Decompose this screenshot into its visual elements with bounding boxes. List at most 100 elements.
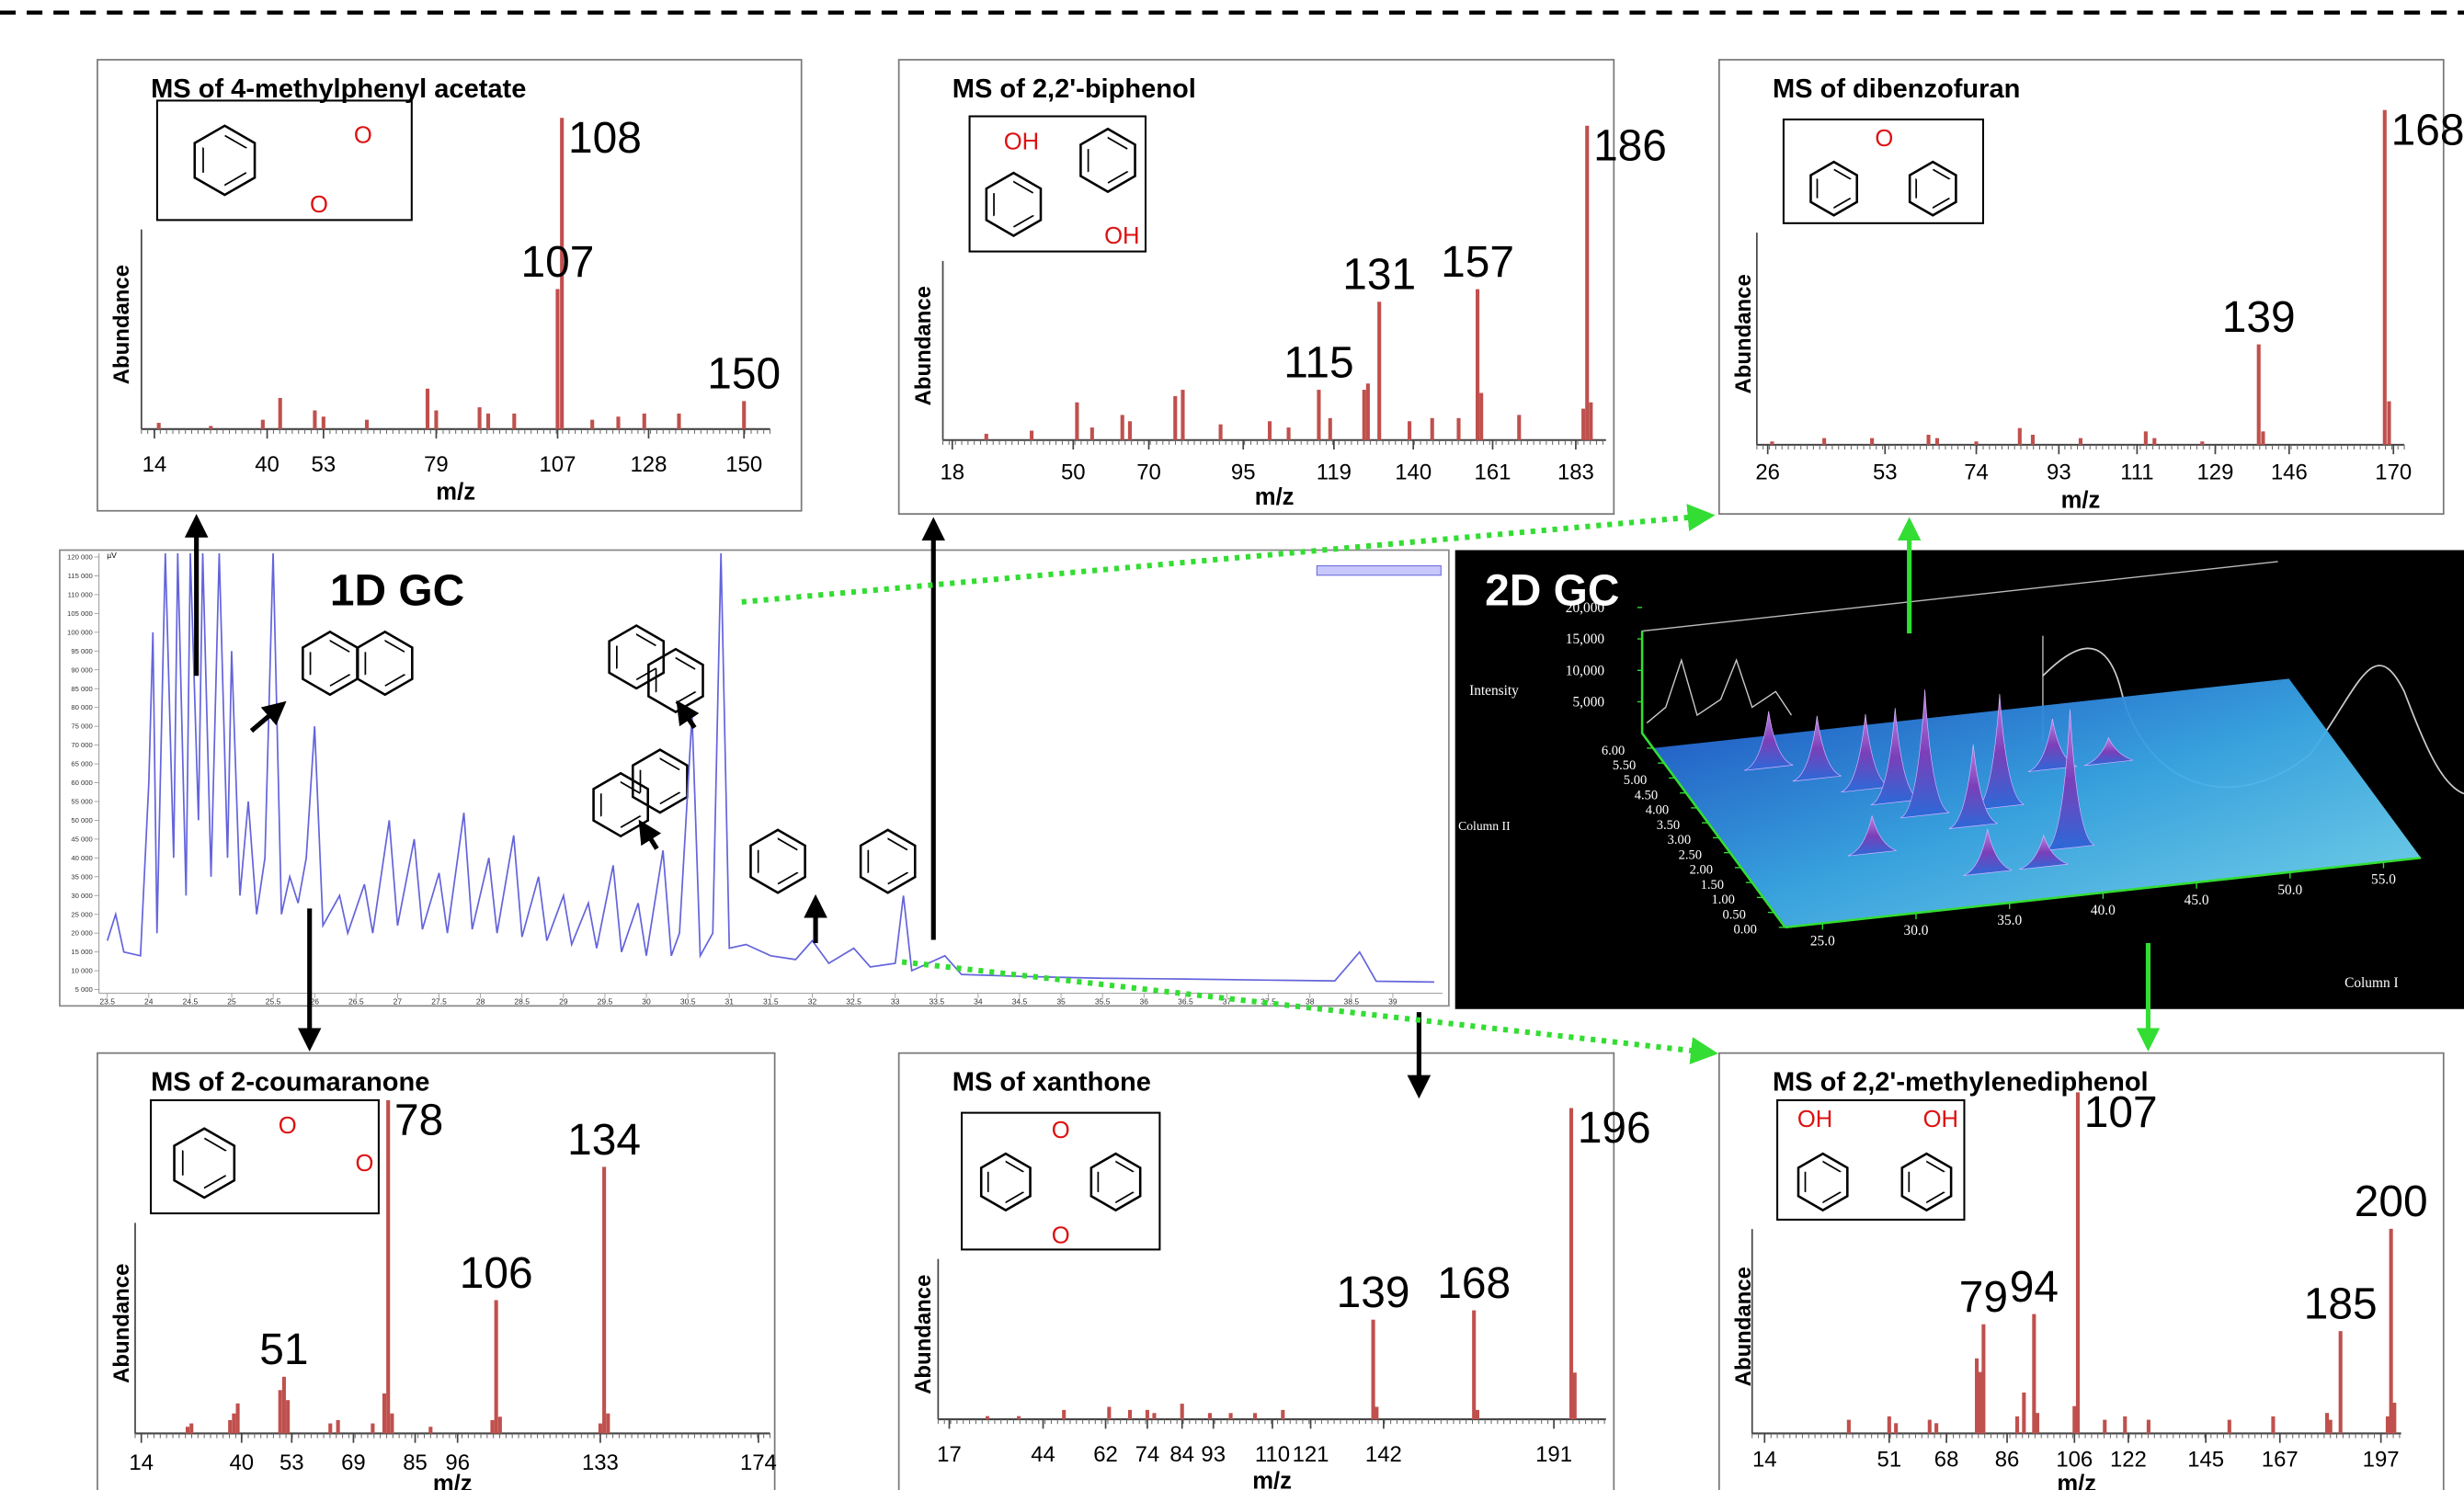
peak <box>235 1403 240 1434</box>
peak <box>1152 1413 1157 1420</box>
peak <box>485 413 491 429</box>
chromatogram: 1D GC µV 5 000 10 000 15 000 20 000 25 000 30 0… <box>67 551 1443 1007</box>
x-tick-label: 197 <box>2363 1447 2400 1472</box>
peak <box>1589 402 1593 440</box>
x-tick-label: 70 <box>1136 461 1161 485</box>
x-tick-label: 140 <box>1395 461 1432 485</box>
x-tick-label: 25 <box>227 997 236 1007</box>
x-tick-label: 17 <box>937 1442 962 1467</box>
chromatogram-frame <box>59 549 1450 1007</box>
peak <box>1328 417 1332 440</box>
peak <box>1267 421 1272 440</box>
peak <box>1430 417 1434 440</box>
y-tick-label: 20 000 <box>71 929 93 938</box>
peak <box>1926 434 1931 445</box>
peak-label: 107 <box>521 238 595 287</box>
peak <box>1581 408 1586 440</box>
peak-label: 186 <box>1593 121 1667 170</box>
y-unit: µV <box>107 551 117 560</box>
surface-peak <box>1841 713 1890 793</box>
peak <box>2022 1392 2026 1434</box>
x-tick-label: 36.5 <box>1178 997 1193 1007</box>
peak <box>278 1390 282 1434</box>
peak <box>1846 1419 1851 1434</box>
peak-label: 131 <box>1342 251 1416 300</box>
x-tick-label: 85 <box>403 1450 428 1475</box>
x-tick-label: 96 <box>445 1450 470 1475</box>
x-tick-label: 38.5 <box>1344 997 1360 1007</box>
peak <box>281 1376 286 1434</box>
peak-label: 94 <box>2010 1263 2059 1312</box>
peak <box>2338 1331 2343 1434</box>
surface-peak <box>1899 689 1950 819</box>
x-tick-label: 146 <box>2271 461 2308 485</box>
y-tick-label: 55 000 <box>71 798 93 806</box>
peak-label: 139 <box>1337 1268 1410 1317</box>
atom-label: OH <box>1104 223 1139 249</box>
atom-label: O <box>1875 126 1893 152</box>
x-tick-label: 31 <box>725 997 735 1007</box>
peak <box>1934 1423 1939 1434</box>
y-axis-label: Abundance <box>911 286 936 405</box>
y-tick-label: 15 000 <box>71 948 93 956</box>
panel-title: MS of 2-coumaranone <box>151 1068 429 1098</box>
y-tick-label: 5 000 <box>75 985 93 994</box>
peak <box>2385 1416 2390 1434</box>
peak <box>1127 421 1132 440</box>
ring-inner <box>1908 1160 1945 1204</box>
peak <box>364 419 370 429</box>
ring <box>193 124 257 197</box>
peak <box>1089 427 1094 440</box>
y-tick-label: 100 000 <box>67 628 93 636</box>
peak <box>606 1413 610 1434</box>
x-tick-label: 26 <box>310 997 319 1007</box>
atom-label: O <box>356 1151 374 1177</box>
y-tick-label: 110 000 <box>68 590 93 598</box>
peak <box>1253 1413 1258 1420</box>
peak <box>984 433 988 440</box>
ring <box>1809 160 1859 217</box>
peak <box>1317 390 1321 440</box>
peak <box>228 1419 233 1434</box>
panel-frame <box>1717 1052 2445 1490</box>
peak <box>434 410 439 429</box>
peak-label: 115 <box>1283 338 1353 387</box>
arrow <box>249 700 287 734</box>
x-tick-label: 93 <box>2047 461 2071 485</box>
structure <box>302 630 414 697</box>
structure-box <box>968 115 1147 253</box>
x-tick-label: 50.0 <box>2277 882 2302 898</box>
x-tick-label: 27 <box>394 997 403 1007</box>
peak <box>156 423 161 429</box>
peak <box>1017 1416 1021 1420</box>
peak <box>602 1166 607 1434</box>
peak <box>1107 1406 1112 1420</box>
structure <box>749 828 917 894</box>
peak <box>1479 392 1484 440</box>
x-tick-label: 24.5 <box>183 997 199 1007</box>
y-tick-label: 120 000 <box>67 553 93 562</box>
ring <box>749 828 806 894</box>
peak <box>2143 431 2148 445</box>
y-tick-label: 6.00 <box>1602 744 1625 758</box>
z-tick-label: 15,000 <box>1566 631 1605 647</box>
peak <box>2382 109 2387 445</box>
y-tick-label: 1.00 <box>1712 893 1735 907</box>
x-tick-label: 106 <box>2056 1447 2093 1472</box>
peak <box>2072 1405 2077 1434</box>
peak <box>390 1413 394 1434</box>
peak <box>2078 438 2083 445</box>
x-axis-label: m/z <box>436 480 475 506</box>
x-tick-label: 35.5 <box>1095 997 1111 1007</box>
x-tick-label: 84 <box>1169 1442 1194 1467</box>
peak-label: 51 <box>259 1325 308 1374</box>
panel-frame <box>97 1052 776 1490</box>
ring <box>1797 1152 1849 1212</box>
ring <box>979 1152 1032 1212</box>
peak <box>1145 1409 1149 1420</box>
x-tick-label: 122 <box>2110 1447 2147 1472</box>
peak <box>189 1423 194 1434</box>
x-tick-label: 62 <box>1093 1442 1118 1467</box>
x-tick-label: 119 <box>1317 461 1352 485</box>
